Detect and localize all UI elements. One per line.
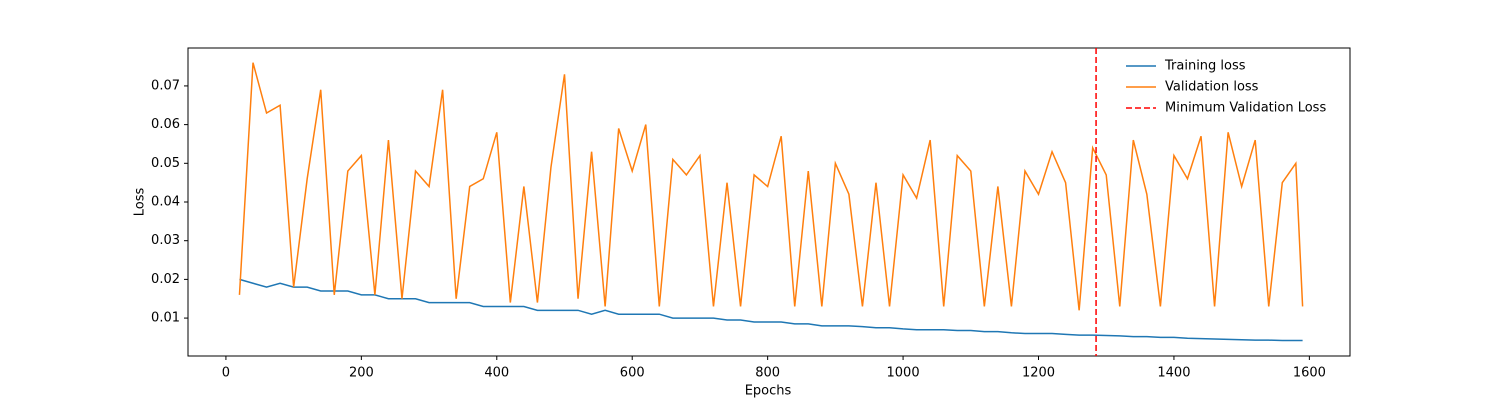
x-tick-label: 800: [755, 366, 780, 381]
x-tick-label: 400: [484, 366, 509, 381]
y-tick-label: 0.03: [151, 233, 180, 248]
y-tick-label: 0.07: [151, 78, 180, 93]
y-tick-label: 0.04: [151, 195, 180, 210]
x-tick-label: 600: [620, 366, 645, 381]
legend-label: Minimum Validation Loss: [1165, 101, 1326, 116]
y-tick-label: 0.06: [151, 117, 180, 132]
y-tick-label: 0.05: [151, 156, 180, 171]
y-axis-label: Loss: [133, 188, 148, 217]
series-line: [239, 278, 1303, 342]
x-axis-label: Epochs: [745, 384, 792, 399]
x-tick-label: 0: [222, 366, 230, 381]
y-tick-label: 0.01: [151, 311, 180, 326]
x-tick-label: 1600: [1293, 366, 1326, 381]
x-tick-label: 1400: [1157, 366, 1190, 381]
legend-label: Training loss: [1164, 59, 1246, 74]
x-tick-label: 1000: [887, 366, 920, 381]
legend-label: Validation loss: [1165, 80, 1259, 95]
series-line: [238, 62, 1304, 311]
x-tick-label: 1200: [1022, 366, 1055, 381]
x-tick-label: 200: [349, 366, 374, 381]
y-tick-label: 0.02: [151, 272, 180, 287]
